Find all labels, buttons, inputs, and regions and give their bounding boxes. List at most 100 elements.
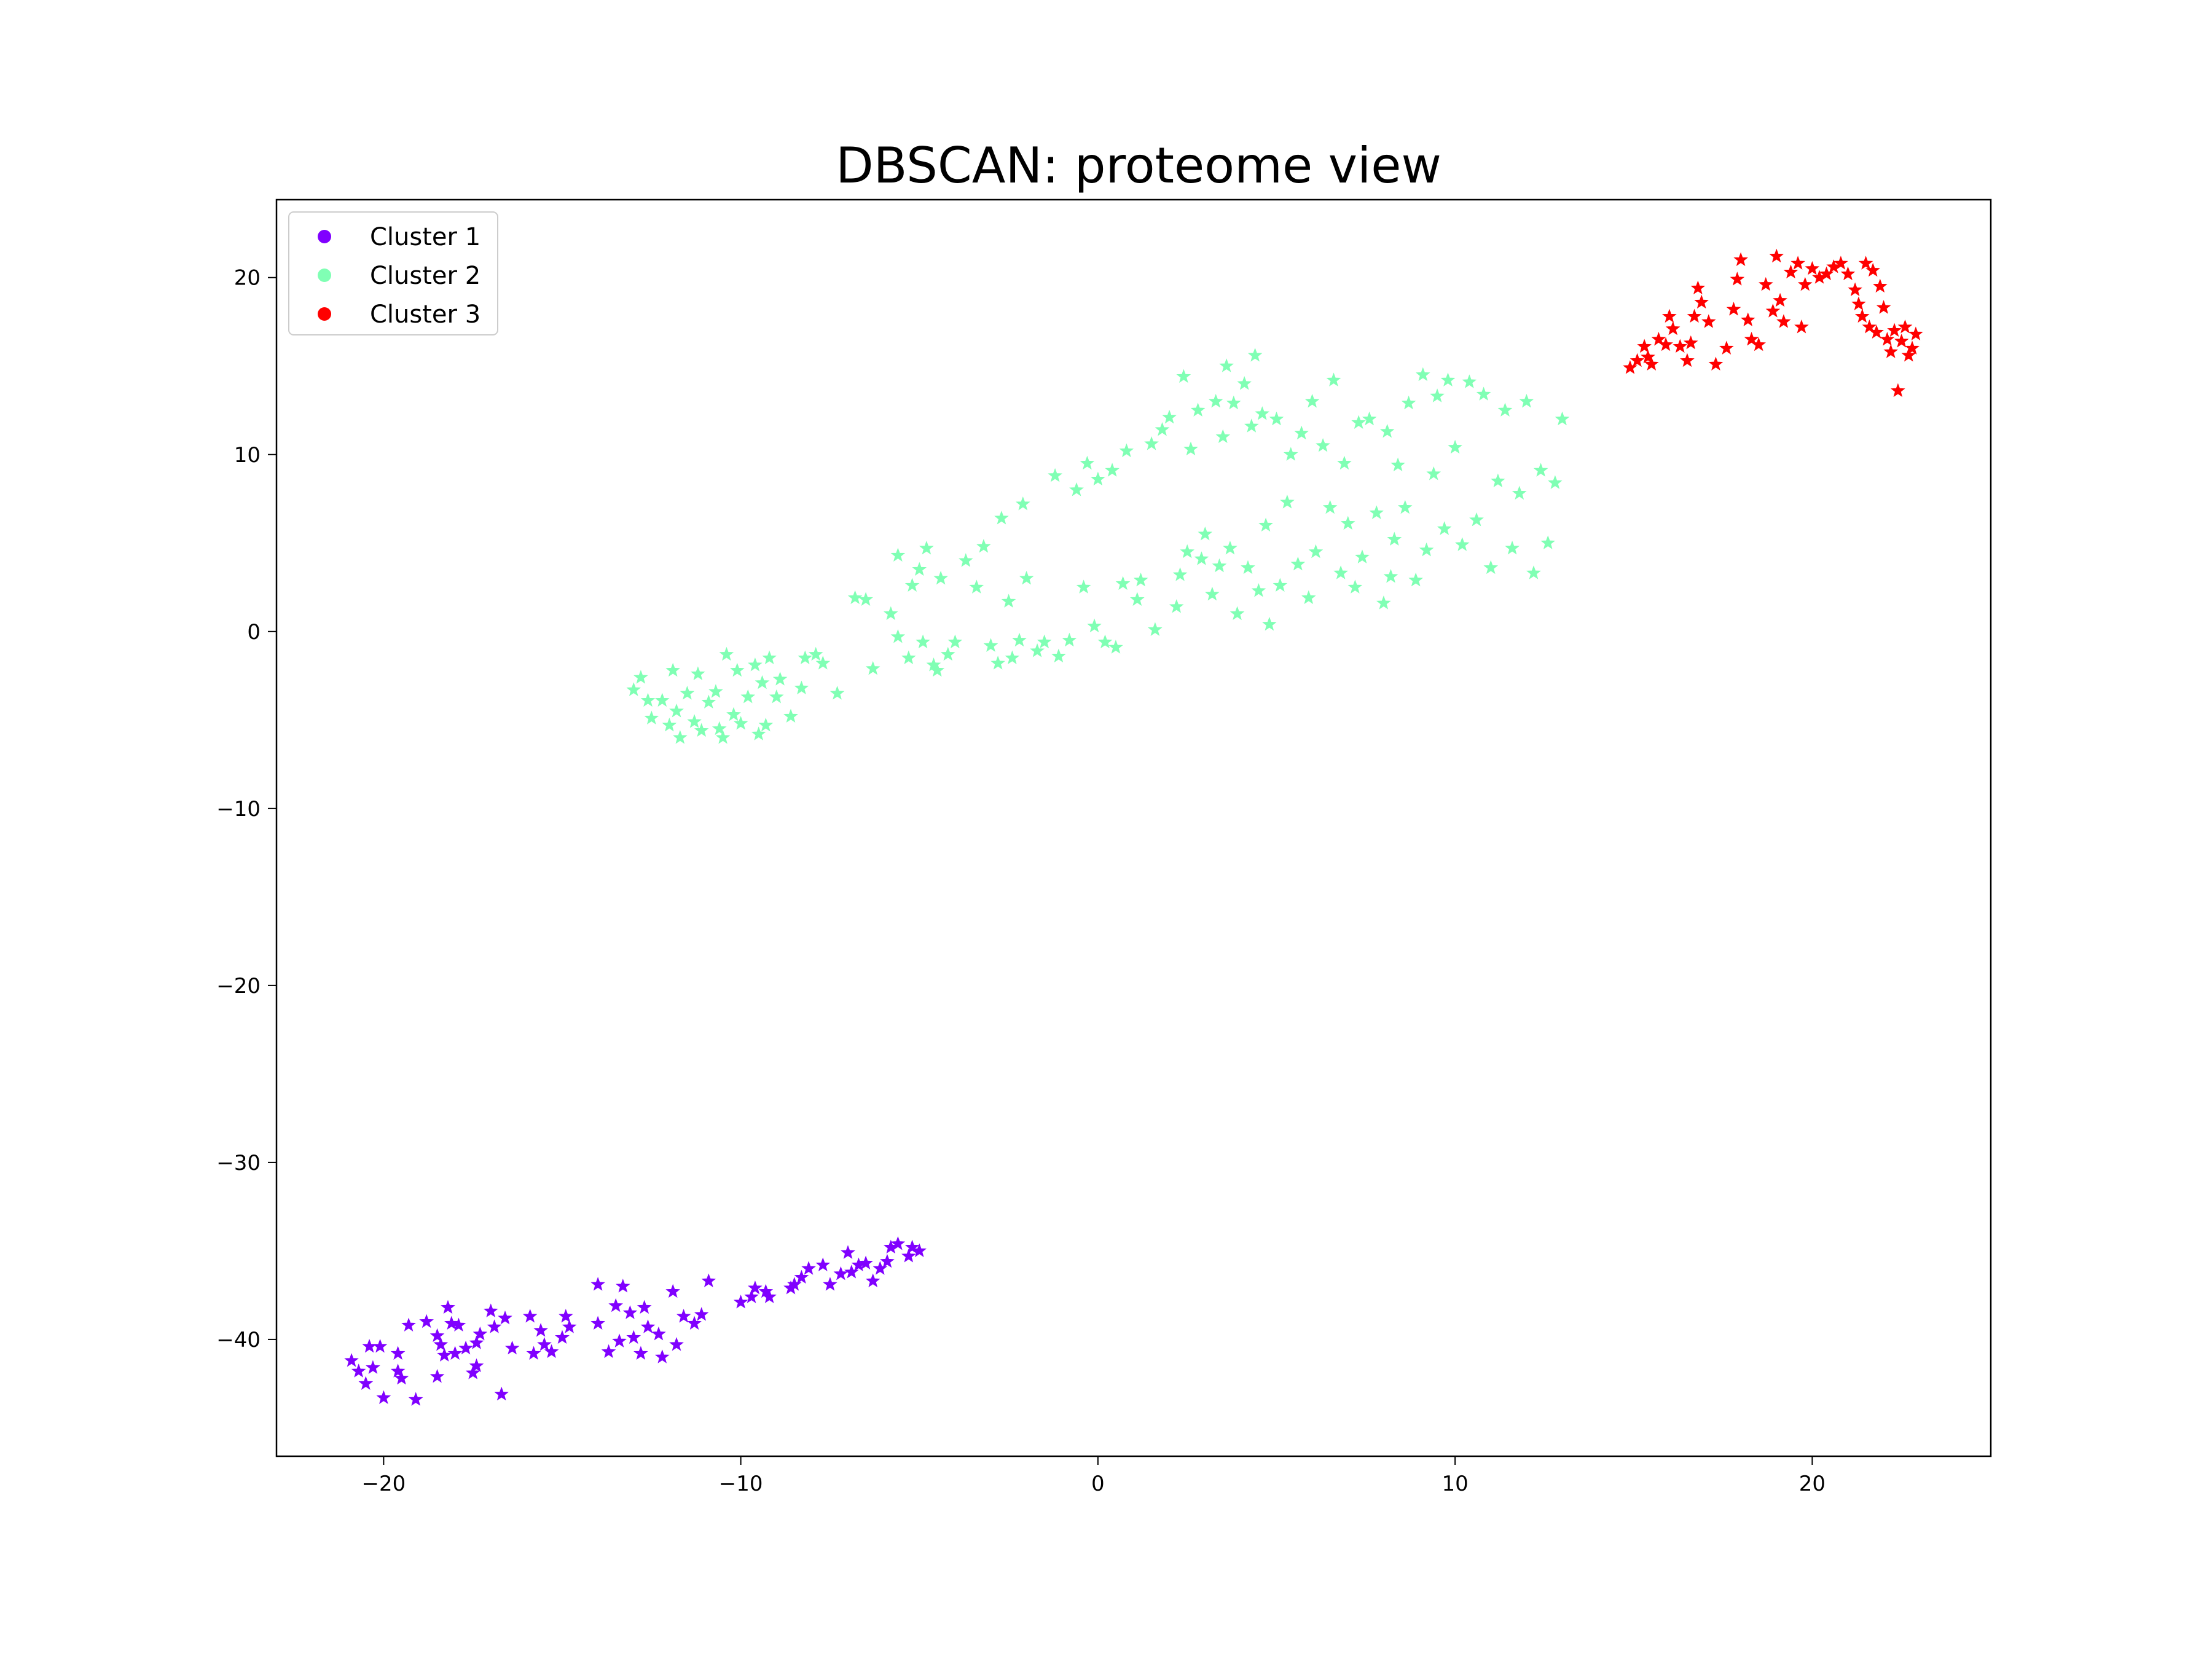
data-point [1733, 252, 1748, 266]
data-point [823, 1277, 837, 1291]
data-point [1848, 282, 1862, 296]
data-point [1426, 466, 1441, 480]
data-point [1108, 640, 1123, 654]
data-point [1030, 643, 1045, 657]
data-point [1469, 512, 1484, 527]
data-point [1390, 457, 1405, 472]
data-point [783, 708, 798, 723]
y-tick-label: −20 [216, 974, 261, 998]
data-point [890, 547, 906, 562]
data-point [1316, 437, 1330, 452]
data-point [1840, 266, 1856, 281]
data-point [912, 562, 927, 576]
data-point [1308, 544, 1324, 559]
data-point [1790, 256, 1805, 270]
data-point [1416, 367, 1430, 382]
data-point [1665, 321, 1681, 335]
data-point [1719, 340, 1734, 355]
data-point [1176, 369, 1191, 383]
data-point [1662, 308, 1677, 323]
data-point [841, 1245, 855, 1259]
data-point [1387, 531, 1402, 546]
data-point [1304, 393, 1320, 408]
data-point [1683, 335, 1698, 350]
data-point [1497, 402, 1513, 417]
data-point [1797, 276, 1813, 291]
data-point [1783, 264, 1798, 279]
data-point [762, 1289, 777, 1303]
data-point [447, 1346, 463, 1360]
data-point [429, 1328, 445, 1343]
data-point [1347, 579, 1363, 594]
data-point [947, 634, 963, 649]
data-point [733, 1294, 748, 1309]
data-point [483, 1303, 498, 1317]
data-point [654, 692, 670, 707]
data-point [976, 539, 991, 553]
data-point [1205, 586, 1220, 601]
data-point [1198, 526, 1213, 541]
data-point [665, 662, 680, 677]
data-point [1397, 500, 1413, 514]
data-point [1448, 439, 1462, 454]
data-point [559, 1309, 573, 1323]
data-point [1651, 332, 1666, 346]
data-point [1419, 542, 1434, 557]
data-point [1880, 332, 1895, 346]
data-point [1144, 436, 1159, 450]
data-point [537, 1337, 552, 1351]
data-point [1891, 383, 1905, 398]
data-point [1105, 463, 1120, 477]
data-point [758, 1284, 774, 1298]
data-point [469, 1358, 484, 1373]
data-point [1369, 505, 1384, 519]
data-point [673, 730, 688, 744]
data-point [1183, 441, 1198, 456]
y-tick-label: 10 [234, 443, 261, 468]
data-point [1351, 415, 1366, 429]
data-point [1247, 348, 1263, 362]
data-point [1769, 248, 1784, 263]
data-point [1883, 344, 1899, 358]
data-point [1476, 386, 1491, 401]
data-point [758, 717, 774, 732]
data-point [1180, 544, 1194, 559]
data-point [1491, 473, 1505, 488]
data-point [1326, 372, 1341, 386]
data-point [433, 1337, 449, 1351]
data-point [801, 1261, 816, 1275]
data-point [1190, 402, 1206, 417]
data-point [1223, 540, 1237, 555]
data-point [883, 606, 898, 621]
data-point [1016, 496, 1030, 511]
data-point [1241, 560, 1255, 575]
data-point [1130, 592, 1145, 606]
data-point [691, 666, 705, 680]
data-point [1908, 326, 1923, 340]
data-point [815, 1257, 831, 1271]
data-point [1765, 304, 1781, 318]
data-point [1519, 393, 1534, 408]
plot-area: −20 −10 0 10 20 −40 −30 −20 −10 0 10 20 [216, 198, 1992, 1496]
data-point [1623, 360, 1637, 374]
data-point [562, 1319, 577, 1333]
data-point [833, 1266, 849, 1281]
data-point [401, 1317, 416, 1332]
data-point [1744, 332, 1759, 346]
legend-box [288, 211, 498, 335]
data-point [366, 1360, 380, 1375]
data-point [640, 692, 656, 707]
data-point [1212, 558, 1227, 573]
data-point [555, 1330, 570, 1344]
data-point [830, 686, 845, 700]
data-point [1376, 595, 1391, 610]
data-point [1759, 276, 1773, 291]
data-point [665, 1284, 680, 1298]
data-point [1555, 411, 1570, 426]
data-point [1430, 388, 1445, 402]
data-point [1819, 266, 1834, 281]
y-tick-label: −10 [216, 797, 261, 822]
data-point [608, 1298, 623, 1312]
data-point [601, 1344, 616, 1359]
data-point [1290, 556, 1306, 571]
